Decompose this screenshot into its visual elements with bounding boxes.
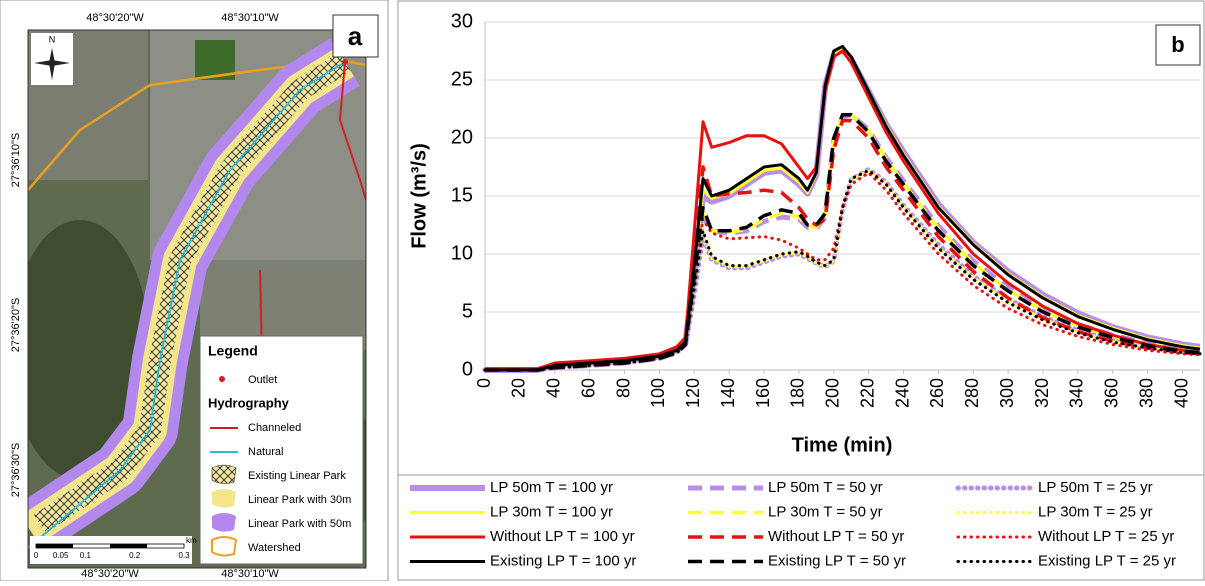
y-tick-label: 20 xyxy=(451,126,473,148)
y-tick-label: 0 xyxy=(462,358,473,380)
x-tick-label: 240 xyxy=(892,378,912,408)
map-panel: a N 48°30'20"W 48°30'10"W 48°30'20"W 48°… xyxy=(0,0,388,581)
north-label: N xyxy=(49,34,56,44)
y-tick-label: 10 xyxy=(451,242,473,264)
figure: a N 48°30'20"W 48°30'10"W 48°30'20"W 48°… xyxy=(0,0,1205,581)
legend-label: Linear Park with 50m xyxy=(248,518,351,530)
x-tick-label: 140 xyxy=(718,378,738,408)
legend-label: Existing LP T = 100 yr xyxy=(490,552,636,569)
y-tick-label: 25 xyxy=(451,68,473,90)
lon-label: 48°30'10"W xyxy=(221,568,279,580)
x-tick-label: 60 xyxy=(578,378,598,398)
x-tick-label: 340 xyxy=(1067,378,1087,408)
legend-label: LP 50m T = 50 yr xyxy=(768,479,883,496)
x-tick-label: 200 xyxy=(823,378,843,408)
legend-label: Existing LP T = 25 yr xyxy=(1038,552,1176,569)
legend-label: LP 30m T = 50 yr xyxy=(768,503,883,520)
legend-label: LP 50m T = 25 yr xyxy=(1038,479,1153,496)
scale-label: 0.05 xyxy=(53,551,69,560)
y-tick-label: 15 xyxy=(451,184,473,206)
x-tick-label: 40 xyxy=(544,378,564,398)
x-tick-label: 100 xyxy=(648,378,668,408)
legend-label: Without LP T = 50 yr xyxy=(768,528,904,545)
x-tick-label: 160 xyxy=(753,378,773,408)
x-tick-label: 20 xyxy=(509,378,529,398)
y-tick-label: 5 xyxy=(462,300,473,322)
lat-label: 27°36'30"S xyxy=(10,443,22,497)
north-arrow: N xyxy=(31,33,73,85)
legend-label: Existing Linear Park xyxy=(248,470,346,482)
legend-label: LP 30m T = 25 yr xyxy=(1038,503,1153,520)
x-tick-label: 0 xyxy=(474,378,494,388)
lat-label: 27°36'20"S xyxy=(10,298,22,352)
x-axis-title: Time (min) xyxy=(792,434,893,456)
scale-label: 0.1 xyxy=(80,551,92,560)
scale-label: 0 xyxy=(34,551,39,560)
legend-label: Channeled xyxy=(248,422,301,434)
legend-label: Watershed xyxy=(248,542,301,554)
legend-label: Natural xyxy=(248,446,283,458)
x-tick-label: 80 xyxy=(613,378,633,398)
legend-label: LP 50m T = 100 yr xyxy=(490,479,613,496)
x-tick-label: 260 xyxy=(927,378,947,408)
x-tick-label: 320 xyxy=(1032,378,1052,408)
map-legend: Legend Outlet Hydrography Channeled Natu… xyxy=(200,336,363,564)
scale-label: 0.2 xyxy=(129,551,141,560)
lon-label: 48°30'10"W xyxy=(221,12,279,24)
panel-label: b xyxy=(1171,32,1184,57)
lat-label: 27°36'10"S xyxy=(10,133,22,187)
x-tick-label: 280 xyxy=(962,378,982,408)
legend-label: Existing LP T = 50 yr xyxy=(768,552,906,569)
lon-label: 48°30'20"W xyxy=(81,568,139,580)
legend-title: Legend xyxy=(208,343,258,359)
y-axis-title: Flow (m³/s) xyxy=(408,143,430,249)
x-tick-label: 120 xyxy=(683,378,703,408)
x-tick-label: 220 xyxy=(857,378,877,408)
scale-bar: 0 0.05 0.1 0.2 0.3 km xyxy=(30,536,197,564)
panel-label: a xyxy=(348,21,363,51)
x-tick-label: 400 xyxy=(1171,378,1191,408)
x-tick-label: 300 xyxy=(997,378,1017,408)
scale-unit: km xyxy=(186,536,197,545)
legend-label: Linear Park with 30m xyxy=(248,494,351,506)
x-tick-label: 360 xyxy=(1102,378,1122,408)
lon-label: 48°30'20"W xyxy=(86,12,144,24)
x-tick-label: 180 xyxy=(788,378,808,408)
legend-label: Outlet xyxy=(248,374,277,386)
legend-label: LP 30m T = 100 yr xyxy=(490,503,613,520)
scale-label: 0.3 xyxy=(178,551,190,560)
legend-label: Without LP T = 100 yr xyxy=(490,528,635,545)
legend-heading: Hydrography xyxy=(208,395,290,410)
x-tick-label: 380 xyxy=(1136,378,1156,408)
legend-label: Without LP T = 25 yr xyxy=(1038,528,1174,545)
y-tick-label: 30 xyxy=(451,10,473,32)
